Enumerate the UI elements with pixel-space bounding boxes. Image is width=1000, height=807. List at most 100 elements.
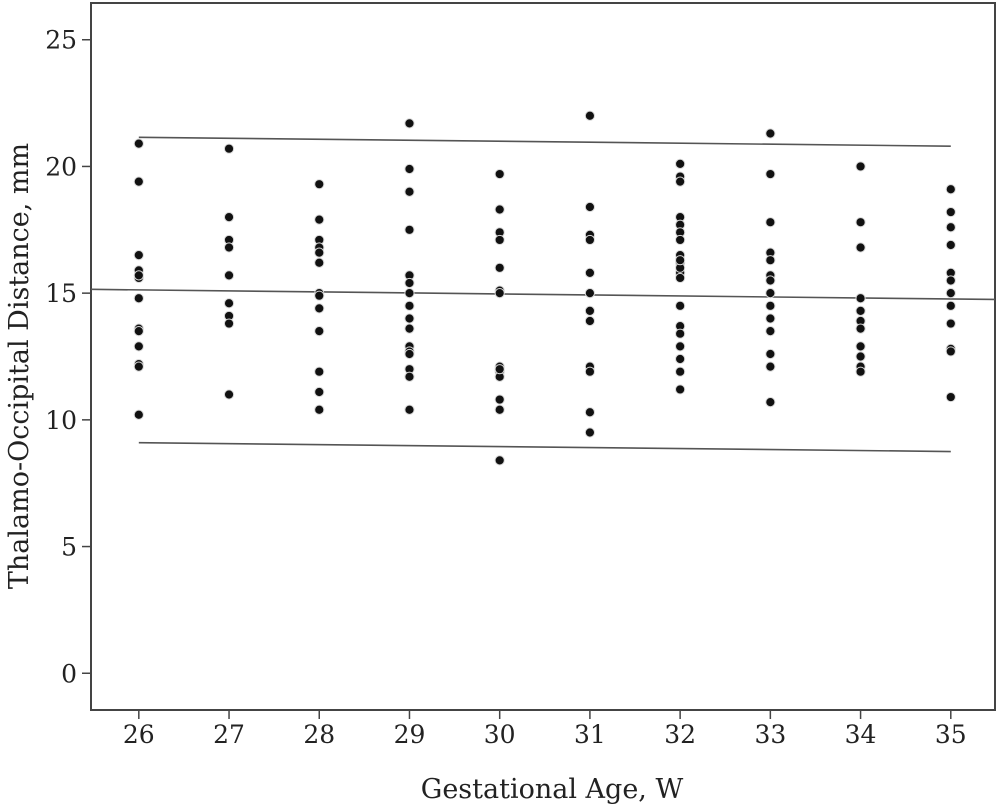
- data-point: [223, 318, 235, 329]
- data-point: [855, 341, 866, 352]
- data-point: [314, 179, 325, 190]
- y-tick-label: 0: [61, 659, 77, 688]
- data-point: [584, 110, 596, 121]
- data-point: [404, 288, 415, 299]
- data-point: [584, 234, 596, 246]
- data-point: [855, 323, 866, 334]
- data-point: [404, 186, 415, 197]
- data-points: [133, 110, 956, 466]
- y-axis-ticks: 0 5 10 15 20 25: [45, 26, 91, 688]
- data-point: [945, 391, 956, 403]
- data-point: [945, 318, 956, 329]
- data-point: [945, 300, 956, 311]
- data-point: [945, 275, 956, 286]
- x-tick-label: 28: [303, 720, 335, 749]
- data-point: [404, 323, 415, 334]
- data-point: [675, 158, 686, 170]
- data-point: [314, 247, 325, 258]
- data-point: [133, 270, 144, 281]
- data-point: [133, 409, 144, 420]
- data-point: [494, 394, 505, 405]
- data-point: [765, 168, 776, 180]
- data-point: [765, 255, 776, 266]
- data-point: [404, 163, 415, 175]
- data-point: [945, 346, 956, 357]
- data-point: [584, 267, 596, 278]
- x-axis-title: Gestational Age, W: [421, 774, 684, 805]
- data-point: [314, 290, 325, 301]
- data-point: [675, 255, 686, 266]
- y-tick-label: 10: [45, 406, 77, 435]
- data-point: [494, 364, 505, 375]
- data-point: [223, 212, 235, 223]
- data-point: [494, 288, 505, 299]
- y-tick-label: 15: [45, 279, 77, 308]
- data-point: [765, 128, 776, 139]
- data-point: [494, 455, 505, 466]
- mean-line: [90, 288, 996, 301]
- x-tick-label: 35: [935, 720, 967, 749]
- x-tick-label: 27: [213, 720, 245, 749]
- data-point: [133, 326, 144, 337]
- data-point: [494, 234, 505, 246]
- data-point: [133, 361, 144, 372]
- data-point: [675, 366, 686, 377]
- x-axis-ticks: 26 27 28 29 30 31 32 33 34 35: [123, 710, 967, 749]
- data-point: [675, 328, 686, 339]
- data-point: [945, 184, 956, 195]
- data-point: [223, 242, 235, 253]
- data-point: [314, 404, 325, 415]
- data-point: [675, 176, 686, 187]
- data-point: [765, 300, 776, 311]
- data-point: [765, 348, 776, 360]
- data-point: [494, 262, 505, 273]
- data-point: [945, 288, 956, 299]
- y-tick-label: 20: [45, 152, 77, 181]
- y-tick-label: 25: [45, 26, 77, 55]
- data-point: [223, 389, 235, 400]
- x-tick-label: 30: [484, 720, 516, 749]
- data-point: [584, 288, 596, 299]
- data-point: [765, 361, 776, 372]
- data-point: [945, 206, 956, 218]
- data-point: [765, 397, 776, 408]
- data-point: [584, 315, 596, 327]
- data-point: [314, 257, 325, 268]
- data-point: [314, 326, 325, 337]
- x-tick-label: 31: [574, 720, 606, 749]
- data-point: [314, 366, 325, 377]
- data-point: [675, 384, 686, 395]
- plot-frame: [90, 2, 996, 711]
- data-point: [765, 275, 776, 286]
- data-point: [855, 366, 866, 377]
- data-point: [855, 242, 866, 253]
- data-point: [223, 298, 235, 309]
- data-point: [494, 168, 505, 180]
- data-point: [404, 300, 415, 311]
- data-point: [945, 239, 956, 251]
- x-tick-label: 34: [845, 720, 877, 749]
- data-point: [133, 138, 144, 149]
- data-point: [584, 407, 596, 418]
- y-tick-label: 5: [61, 533, 77, 562]
- data-point: [675, 353, 686, 365]
- data-point: [404, 404, 415, 415]
- data-point: [223, 270, 235, 281]
- data-point: [404, 371, 415, 382]
- data-point: [314, 386, 325, 398]
- data-point: [404, 348, 415, 360]
- data-point: [133, 341, 144, 352]
- data-point: [584, 366, 596, 377]
- data-point: [765, 217, 776, 228]
- data-point: [133, 176, 144, 187]
- data-point: [584, 305, 596, 316]
- data-point: [855, 217, 866, 228]
- data-point: [855, 293, 866, 304]
- data-point: [584, 427, 596, 438]
- data-point: [765, 288, 776, 299]
- data-point: [765, 313, 776, 324]
- y-axis-title: Thalamo-Occipital Distance, mm: [4, 143, 35, 589]
- data-point: [133, 293, 144, 304]
- data-point: [675, 234, 686, 246]
